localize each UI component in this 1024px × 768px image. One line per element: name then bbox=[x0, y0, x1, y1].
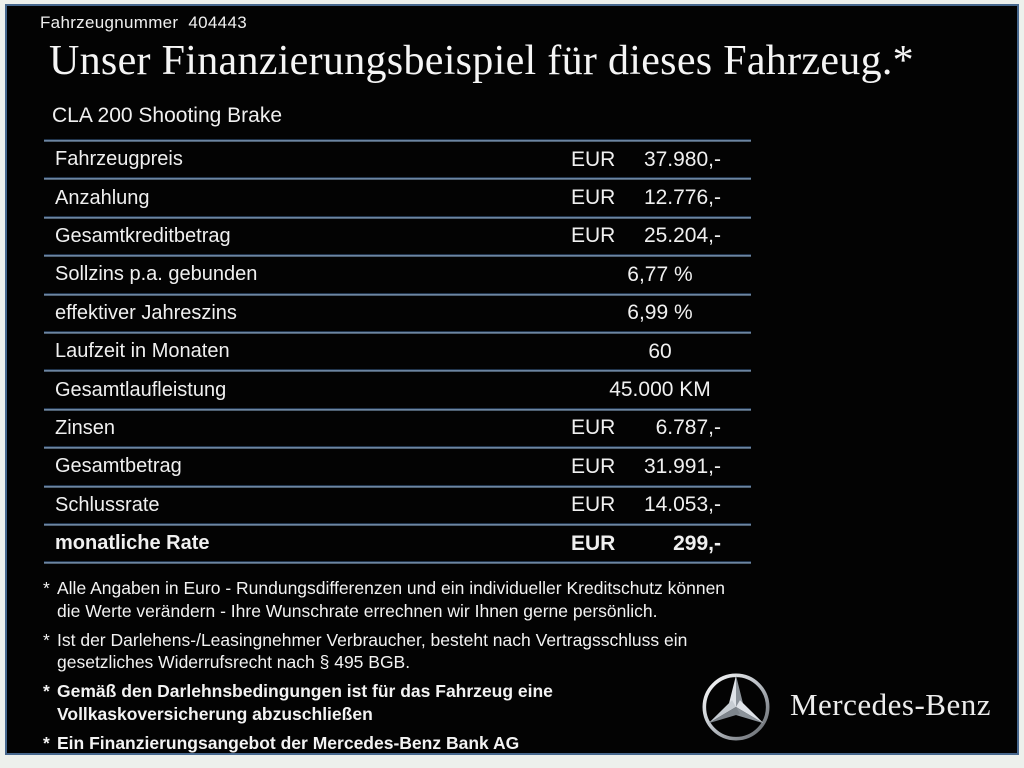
footnotes: * Alle Angaben in Euro - Rundungsdiffere… bbox=[43, 577, 745, 754]
footnote-text: Gemäß den Darlehnsbedingungen ist für da… bbox=[57, 681, 553, 724]
asterisk-marker: * bbox=[43, 578, 50, 598]
row-value: EUR 6.787,- bbox=[571, 416, 721, 440]
asterisk-marker: * bbox=[43, 681, 50, 701]
amount: 6,77 % bbox=[627, 262, 693, 286]
row-value: EUR 31.991,- bbox=[571, 455, 721, 479]
table-divider bbox=[44, 484, 751, 488]
amount: 6,99 % bbox=[627, 301, 693, 325]
amount: 299,- bbox=[673, 531, 721, 555]
amount: 31.991,- bbox=[643, 454, 721, 478]
row-value: EUR 299,- bbox=[571, 532, 721, 556]
row-label: Fahrzeugpreis bbox=[55, 148, 183, 171]
row-value: EUR 12.776,- bbox=[571, 186, 721, 210]
row-label: Zinsen bbox=[55, 416, 116, 439]
amount: 45.000 KM bbox=[609, 378, 711, 402]
brand-wordmark: Mercedes-Benz bbox=[789, 687, 991, 722]
row-label: Gesamtkreditbetrag bbox=[55, 224, 231, 247]
currency-label: EUR bbox=[571, 416, 616, 440]
table-divider bbox=[44, 330, 751, 334]
financing-page: Fahrzeugnummer 404443 Unser Finanzierung… bbox=[5, 4, 1019, 755]
row-label: monatliche Rate bbox=[55, 532, 210, 555]
footnote-text: Ist der Darlehens-/Leasingnehmer Verbrau… bbox=[57, 629, 688, 673]
table-row-laufzeit: Laufzeit in Monaten 60 bbox=[44, 334, 751, 369]
financing-table: Fahrzeugpreis EUR 37.980,- Anzahlung EUR… bbox=[44, 139, 751, 565]
row-label: Laufzeit in Monaten bbox=[55, 340, 230, 363]
table-divider bbox=[44, 561, 751, 565]
table-row-gesamtkreditbetrag: Gesamtkreditbetrag EUR 25.204,- bbox=[44, 219, 751, 254]
amount: 25.204,- bbox=[643, 224, 721, 248]
table-divider bbox=[44, 407, 751, 411]
page-title: Unser Finanzierungsbeispiel für dieses F… bbox=[49, 38, 914, 84]
row-label: Gesamtbetrag bbox=[55, 455, 182, 478]
brand-area: Mercedes-Benz bbox=[700, 671, 991, 743]
row-label: Gesamtlaufleistung bbox=[55, 378, 227, 401]
table-divider bbox=[44, 522, 751, 526]
row-label: Schlussrate bbox=[55, 493, 160, 516]
table-divider bbox=[44, 446, 751, 450]
table-row-gesamtbetrag: Gesamtbetrag EUR 31.991,- bbox=[44, 449, 751, 484]
row-value: EUR 37.980,- bbox=[571, 148, 721, 172]
asterisk-marker: * bbox=[43, 629, 50, 650]
table-row-fahrzeugpreis: Fahrzeugpreis EUR 37.980,- bbox=[44, 142, 751, 177]
table-divider bbox=[44, 177, 751, 181]
currency-label: EUR bbox=[571, 454, 616, 478]
footnote-text: Ein Finanzierungsangebot der Mercedes-Be… bbox=[57, 732, 520, 753]
footnote-widerrufsrecht: * Ist der Darlehens-/Leasingnehmer Verbr… bbox=[43, 629, 745, 675]
footnote-text: Alle Angaben in Euro - Rundungsdifferenz… bbox=[57, 578, 726, 621]
amount: 37.980,- bbox=[643, 147, 721, 171]
currency-label: EUR bbox=[571, 186, 616, 210]
table-divider bbox=[44, 292, 751, 296]
amount: 14.053,- bbox=[643, 493, 721, 517]
vehicle-number-value: 404443 bbox=[188, 13, 247, 32]
footnote-bank: * Ein Finanzierungsangebot der Mercedes-… bbox=[43, 732, 745, 754]
table-row-sollzins: Sollzins p.a. gebunden 6,77 % bbox=[44, 257, 751, 292]
footnote-rounding: * Alle Angaben in Euro - Rundungsdiffere… bbox=[43, 577, 745, 623]
table-row-anzahlung: Anzahlung EUR 12.776,- bbox=[44, 180, 751, 215]
row-value: 6,99 % bbox=[571, 301, 721, 325]
footnote-vollkasko: * Gemäß den Darlehnsbedingungen ist für … bbox=[43, 680, 745, 726]
row-value: EUR 25.204,- bbox=[571, 224, 721, 248]
table-row-schlussrate: Schlussrate EUR 14.053,- bbox=[44, 488, 751, 523]
vehicle-model: CLA 200 Shooting Brake bbox=[52, 104, 282, 127]
currency-label: EUR bbox=[571, 531, 616, 555]
currency-label: EUR bbox=[571, 493, 616, 517]
amount: 6.787,- bbox=[655, 416, 721, 440]
table-divider bbox=[44, 139, 751, 142]
row-value: 60 bbox=[571, 340, 721, 364]
mercedes-star-icon bbox=[702, 673, 770, 741]
row-label: Anzahlung bbox=[55, 186, 150, 209]
currency-label: EUR bbox=[571, 147, 616, 171]
table-row-effektiver-jahreszins: effektiver Jahreszins 6,99 % bbox=[44, 296, 751, 331]
amount: 60 bbox=[648, 339, 672, 363]
row-value: 45.000 KM bbox=[571, 378, 721, 402]
amount: 12.776,- bbox=[643, 186, 721, 210]
vehicle-number-label: Fahrzeugnummer bbox=[40, 13, 179, 32]
table-row-zinsen: Zinsen EUR 6.787,- bbox=[44, 411, 751, 446]
row-value: 6,77 % bbox=[571, 263, 721, 287]
currency-label: EUR bbox=[571, 224, 616, 248]
row-label: effektiver Jahreszins bbox=[55, 301, 237, 324]
row-value: EUR 14.053,- bbox=[571, 493, 721, 517]
table-divider bbox=[44, 369, 751, 373]
table-divider bbox=[44, 215, 751, 219]
table-divider bbox=[44, 254, 751, 258]
vehicle-number: Fahrzeugnummer 404443 bbox=[40, 13, 247, 33]
table-row-gesamtlaufleistung: Gesamtlaufleistung 45.000 KM bbox=[44, 372, 751, 407]
row-label: Sollzins p.a. gebunden bbox=[55, 263, 258, 286]
table-row-monatliche-rate: monatliche Rate EUR 299,- bbox=[44, 526, 751, 561]
asterisk-marker: * bbox=[43, 732, 50, 753]
